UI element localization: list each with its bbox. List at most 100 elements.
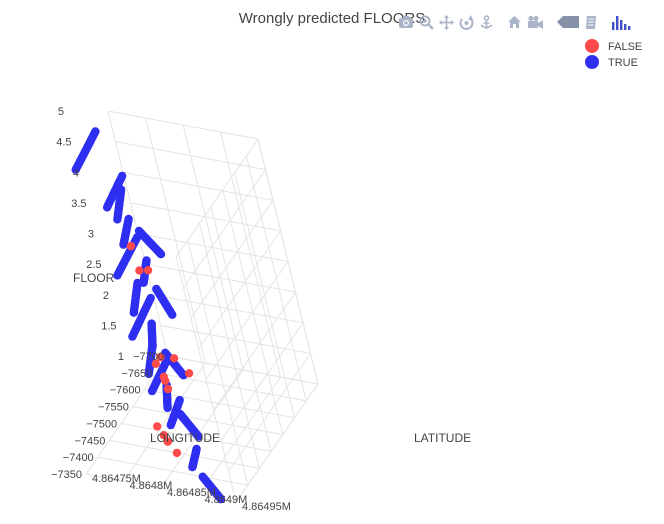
legend-label-false: FALSE — [608, 41, 642, 53]
grid-line-x — [210, 206, 272, 452]
marker-true — [188, 463, 197, 472]
marker-true — [147, 386, 157, 396]
marker-false — [153, 422, 162, 431]
legend-item-false[interactable]: FALSE — [585, 39, 642, 53]
z-tick-label: 2 — [103, 290, 109, 302]
grid-line-x — [198, 223, 260, 469]
grid-line-z — [190, 199, 274, 319]
edit-chart-icon[interactable] — [584, 12, 598, 32]
marker-false — [126, 241, 136, 251]
z-tick-label: 4.5 — [56, 137, 71, 149]
marker-true — [128, 332, 137, 341]
marker-true — [168, 310, 177, 319]
turntable-rotation-icon[interactable] — [479, 12, 494, 32]
chart-title: Wrongly predicted FLOORS — [239, 10, 425, 27]
grid-line-y — [182, 124, 244, 371]
y-tick-label: 4.8649M — [205, 494, 248, 506]
marker-false — [159, 431, 168, 440]
z-tick-label: 1.5 — [101, 320, 116, 332]
x-tick-label: −7600 — [110, 385, 141, 397]
scene-grid — [85, 110, 319, 503]
reset-camera-icon[interactable] — [507, 12, 522, 32]
x-tick-label: −7700 — [133, 351, 164, 363]
x-tick-label: −7550 — [98, 402, 129, 414]
marker-false — [135, 266, 144, 275]
z-axis-title: FLOOR — [73, 271, 115, 285]
x-tick-label: −7350 — [51, 469, 82, 481]
z-tick-label: 3 — [88, 229, 94, 241]
x-axis-title: LONGITUDE — [150, 431, 220, 445]
z-tick-label: 3.5 — [71, 198, 86, 210]
save-camera-icon[interactable] — [527, 12, 544, 32]
marker-true — [119, 240, 128, 249]
legend-marker-false — [585, 39, 599, 53]
x-tick-label: −7400 — [63, 452, 94, 464]
marker-true — [148, 342, 157, 351]
grid-line-x — [222, 189, 284, 435]
grid-line-y — [145, 117, 206, 364]
marker-false — [163, 384, 173, 394]
grid-line-z — [183, 169, 266, 288]
pan-icon[interactable] — [439, 12, 454, 32]
zoom-icon[interactable] — [419, 12, 434, 32]
marker-true — [139, 278, 148, 287]
y-tick-label: 4.86475M — [92, 473, 141, 485]
grid-line-z — [220, 322, 304, 442]
legend-item-true[interactable]: TRUE — [585, 55, 638, 69]
legend: FALSE TRUE — [585, 39, 642, 69]
legend-marker-true — [585, 55, 599, 69]
grid-line-x — [187, 240, 249, 486]
marker-true — [71, 165, 80, 174]
grid-line-z — [198, 230, 281, 350]
z-tick-label: 4 — [73, 167, 79, 179]
grid-line-y — [160, 369, 244, 489]
marker-false — [163, 437, 172, 446]
grid-line-y — [235, 383, 319, 503]
y-axis-title: LATITUDE — [414, 431, 471, 445]
toggle-hover-icon[interactable] — [557, 12, 579, 32]
marker-true — [144, 369, 153, 379]
x-tick-label: −7650 — [121, 368, 152, 380]
y-tick-label: 4.8648M — [130, 480, 173, 492]
marker-false — [151, 359, 160, 368]
modebar — [398, 11, 636, 33]
orbit-rotation-icon[interactable] — [459, 12, 474, 32]
grid-line-z — [175, 138, 259, 258]
plotly-logo-icon[interactable] — [611, 12, 631, 32]
marker-true — [113, 271, 122, 280]
marker-false — [143, 266, 153, 275]
scatter-markers — [71, 127, 226, 504]
marker-false — [184, 369, 194, 378]
marker-true — [216, 495, 226, 504]
grid-line-y — [198, 376, 281, 496]
marker-false — [161, 376, 170, 385]
y-tick-label: 4.86485M — [167, 487, 216, 499]
grid-line-x — [175, 256, 237, 503]
grid-line-y — [220, 131, 281, 378]
marker-false — [172, 448, 182, 458]
grid-line-x — [245, 155, 307, 401]
grid-line-z — [228, 353, 311, 472]
y-tick-label: 4.86495M — [242, 501, 291, 513]
z-tick-label: 5 — [58, 106, 64, 118]
grid-line-y — [123, 362, 206, 482]
grid-line-y — [257, 138, 319, 385]
marker-true — [113, 215, 122, 224]
download-plot-icon[interactable] — [398, 12, 414, 32]
z-tick-label: 1 — [118, 351, 124, 363]
x-tick-label: −7450 — [74, 435, 105, 447]
legend-label-true: TRUE — [608, 57, 638, 69]
marker-false — [156, 352, 165, 362]
marker-true — [194, 432, 203, 441]
axis-ticks: 1 1.5 2 2.5 3 3.5 4 4.5 5 −7700 −7650 −7600 −7550 −75… — [51, 106, 291, 513]
marker-true — [102, 203, 112, 212]
marker-true — [129, 308, 138, 317]
z-tick-label: 2.5 — [86, 259, 101, 271]
x-tick-label: −7500 — [86, 418, 117, 430]
marker-true — [163, 403, 172, 413]
marker-true — [156, 250, 166, 259]
marker-false — [169, 354, 179, 363]
grid-line-y — [85, 355, 169, 475]
grid-line-z — [205, 261, 289, 380]
